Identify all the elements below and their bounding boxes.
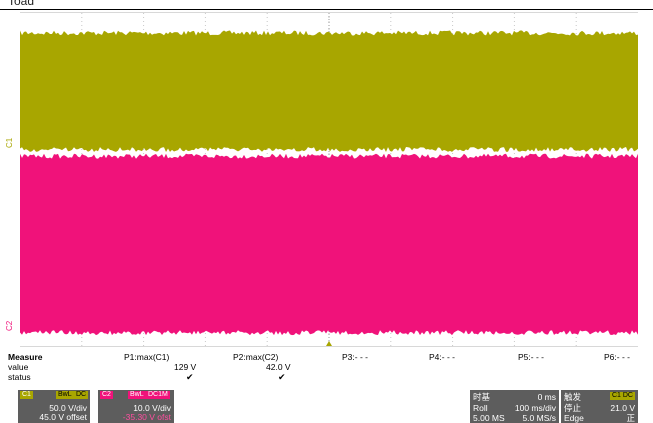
- timebase-title: 时基: [473, 392, 491, 402]
- measure-p2-name[interactable]: P2:max(C2): [233, 352, 279, 362]
- measure-p1-name[interactable]: P1:max(C1): [124, 352, 170, 362]
- measure-p1-value: 129 V: [174, 362, 197, 372]
- trigger-level-icon[interactable]: ◄: [630, 118, 638, 128]
- ch2-settings-box[interactable]: C2 BwL DC1M 10.0 V/div -35.30 V ofst: [98, 390, 174, 423]
- ch1-name: C1: [20, 391, 33, 399]
- ch2-waveform: [20, 153, 638, 336]
- measure-p6-name[interactable]: P6:- - -: [604, 352, 630, 362]
- ch2-bw-tag: BwL: [128, 391, 146, 399]
- header-divider: [0, 9, 653, 10]
- measure-p1-status-icon: ✔: [186, 372, 194, 382]
- measure-panel: Measure P1:max(C1) P2:max(C2) P3:- - - P…: [8, 352, 645, 392]
- ch2-vdiv: 10.0 V/div: [133, 403, 171, 413]
- timebase-mode: Roll: [473, 403, 488, 413]
- ch2-name: C2: [100, 391, 113, 399]
- trigger-state: 停止: [564, 403, 582, 413]
- ch1-bw-tag: BwL: [56, 391, 74, 399]
- ch1-waveform: [20, 30, 638, 152]
- trigger-source-badge: C1 DC: [609, 392, 635, 400]
- timebase-tdiv: 100 ms/div: [514, 403, 556, 413]
- timebase-panel[interactable]: 时基 0 ms Roll 100 ms/div 5.00 MS 5.0 MS/s: [470, 390, 559, 423]
- ch2-coupling-tag: DC1M: [146, 391, 170, 399]
- trigger-title: 触发: [564, 392, 582, 402]
- ch1-vdiv: 50.0 V/div: [49, 403, 87, 413]
- ch1-settings-box[interactable]: C1 BwL DC 50.0 V/div 45.0 V offset: [18, 390, 90, 423]
- measure-p2-value: 42.0 V: [266, 362, 291, 372]
- trigger-type: Edge: [564, 413, 584, 423]
- measure-row-status-label: status: [8, 372, 31, 382]
- measure-p3-name[interactable]: P3:- - -: [342, 352, 368, 362]
- oscilloscope-screen[interactable]: C1 C2 ◄: [5, 12, 638, 347]
- timebase-delay: 0 ms: [537, 392, 556, 402]
- measure-p2-status-icon: ✔: [278, 372, 286, 382]
- waveform-canvas: [20, 13, 638, 346]
- measure-p5-name[interactable]: P5:- - -: [518, 352, 544, 362]
- ch2-offset: -35.30 V ofst: [122, 412, 171, 422]
- timebase-rate: 5.0 MS/s: [522, 413, 556, 423]
- trigger-panel[interactable]: 触发 C1 DC 停止 21.0 V Edge 正: [561, 390, 638, 423]
- trigger-slope: 正: [626, 413, 635, 423]
- trigger-position-marker: [326, 341, 332, 346]
- ch1-marker[interactable]: C1: [5, 137, 14, 148]
- measure-row-value-label: value: [8, 362, 29, 372]
- ch1-offset: 45.0 V offset: [39, 412, 87, 422]
- ch2-marker[interactable]: C2: [5, 320, 14, 331]
- ch1-coupling-tag: DC: [74, 391, 89, 399]
- measure-p4-name[interactable]: P4:- - -: [429, 352, 455, 362]
- trigger-level: 21.0 V: [610, 403, 635, 413]
- timebase-samples: 5.00 MS: [473, 413, 505, 423]
- header-fragment: Toad: [8, 0, 35, 8]
- measure-title: Measure: [8, 352, 43, 362]
